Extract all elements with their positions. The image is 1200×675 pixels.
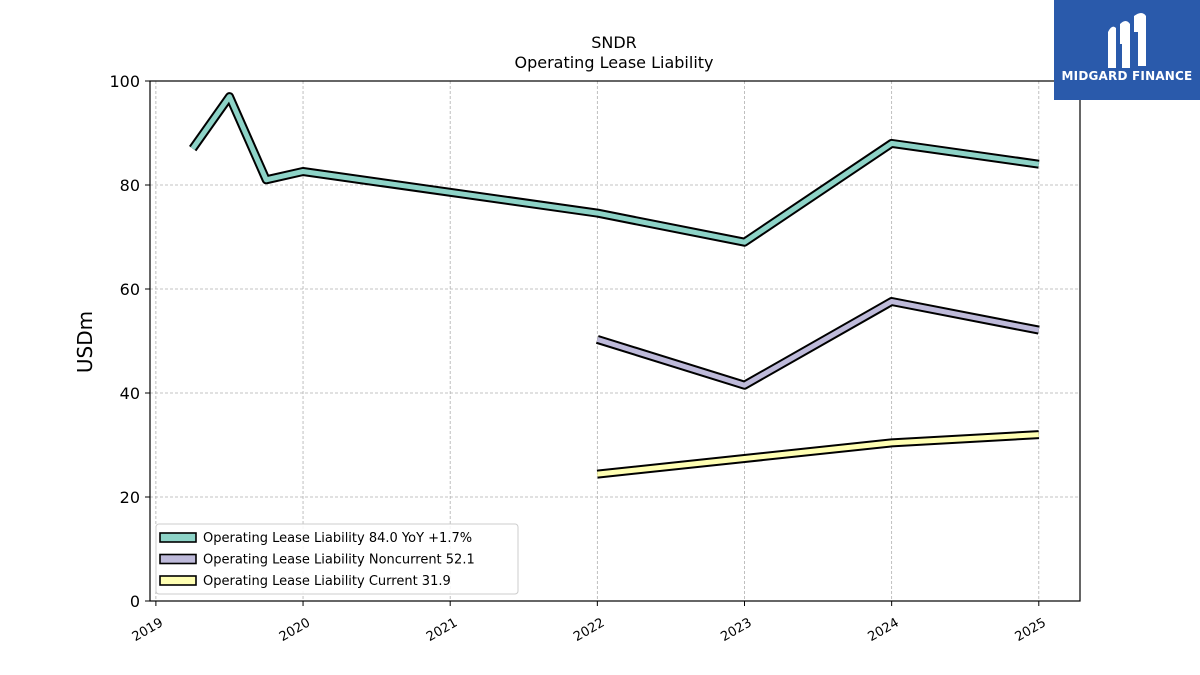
legend-swatch xyxy=(159,532,197,543)
legend-label: Operating Lease Liability Noncurrent 52.… xyxy=(203,553,475,568)
midgard-finance-logo: MIDGARD FINANCE xyxy=(1054,0,1200,100)
grid xyxy=(150,81,1080,601)
series-2 xyxy=(595,297,1040,390)
legend-label: Operating Lease Liability Current 31.9 xyxy=(203,574,451,589)
y-tick-label: 100 xyxy=(109,72,140,91)
x-tick-label: 2021 xyxy=(424,615,460,645)
plot-area-frame xyxy=(149,80,1081,602)
y-axis-label: USDm xyxy=(73,311,97,373)
logo-text: MIDGARD FINANCE xyxy=(1061,69,1193,83)
x-tick-label: 2020 xyxy=(277,615,313,645)
x-tick-label: 2025 xyxy=(1013,615,1049,645)
legend-entry: Operating Lease Liability 84.0 YoY +1.7% xyxy=(159,531,472,546)
series-layer xyxy=(189,92,1040,479)
series-line xyxy=(597,432,1039,477)
legend: Operating Lease Liability 84.0 YoY +1.7%… xyxy=(155,523,519,595)
x-tick-label: 2019 xyxy=(130,615,166,645)
legend-entry: Operating Lease Liability Current 31.9 xyxy=(159,574,451,589)
legend-swatch xyxy=(159,553,197,565)
y-tick-label: 20 xyxy=(120,488,140,507)
logo-mark-icon xyxy=(1108,13,1146,69)
legend-swatch xyxy=(159,575,197,586)
y-tick-label: 0 xyxy=(130,592,140,611)
legend-label: Operating Lease Liability 84.0 YoY +1.7% xyxy=(203,531,472,546)
legend-entry: Operating Lease Liability Noncurrent 52.… xyxy=(159,553,475,568)
y-tick-label: 60 xyxy=(120,280,140,299)
y-tick-label: 40 xyxy=(120,384,140,403)
series-line xyxy=(596,299,1040,388)
x-tick-label: 2023 xyxy=(718,615,754,645)
series-1 xyxy=(189,92,1040,247)
series-line-outline xyxy=(189,92,1040,247)
series-3 xyxy=(596,430,1040,479)
x-tick-label: 2022 xyxy=(571,615,607,645)
chart-subtitle: Operating Lease Liability xyxy=(514,53,713,72)
chart-title: SNDR xyxy=(591,33,637,52)
y-tick-label: 80 xyxy=(120,176,140,195)
x-tick-label: 2024 xyxy=(865,615,901,645)
legend-box xyxy=(155,523,519,595)
series-line xyxy=(190,94,1040,245)
